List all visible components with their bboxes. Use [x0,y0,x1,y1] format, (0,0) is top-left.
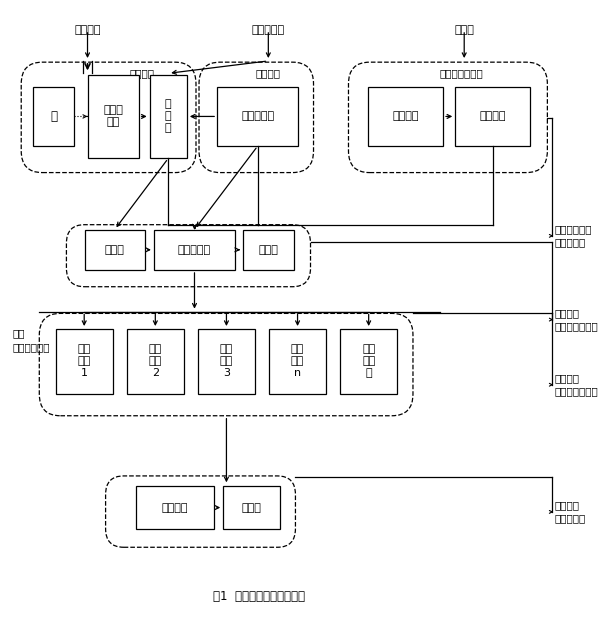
Text: 查验终端: 查验终端 [162,503,188,513]
Text: 海关
电子报关系统: 海关 电子报关系统 [12,329,50,352]
Text: 控制系统: 控制系统 [256,68,281,78]
FancyBboxPatch shape [84,230,145,270]
FancyBboxPatch shape [154,230,235,270]
FancyBboxPatch shape [223,487,280,529]
Text: 录制设备: 录制设备 [480,111,506,122]
Text: 阵列探
测器: 阵列探 测器 [103,106,123,127]
Text: 网络服务器: 网络服务器 [178,245,211,255]
Text: 采
集
机: 采 集 机 [165,99,172,134]
FancyBboxPatch shape [269,329,326,394]
Text: 检测
终端
3: 检测 终端 3 [220,344,233,379]
Text: 光盘库: 光盘库 [259,245,279,255]
FancyBboxPatch shape [149,75,187,158]
FancyBboxPatch shape [55,329,113,394]
FancyBboxPatch shape [340,329,397,394]
FancyBboxPatch shape [198,329,255,394]
Text: 检测
终端
n: 检测 终端 n [291,344,304,379]
FancyBboxPatch shape [368,87,443,146]
Text: 摄像机: 摄像机 [454,25,474,35]
Text: 传感器信息: 传感器信息 [252,25,285,35]
Text: 数据中心
（海关办公楼）: 数据中心 （海关办公楼） [555,308,598,331]
Text: 回放设备: 回放设备 [392,111,419,122]
FancyBboxPatch shape [87,75,139,158]
FancyBboxPatch shape [217,87,298,146]
Text: 车相号录制系统: 车相号录制系统 [439,68,483,78]
FancyBboxPatch shape [127,329,184,394]
Text: 图1  检测流程和设备布局图: 图1 检测流程和设备布局图 [213,591,305,603]
FancyBboxPatch shape [33,87,74,146]
FancyBboxPatch shape [455,87,531,146]
Text: 图像
打印
机: 图像 打印 机 [362,344,375,379]
Text: 图像采集中心
（国门处）: 图像采集中心 （国门处） [555,224,592,248]
Text: 查验中心
（换装场）: 查验中心 （换装场） [555,500,586,523]
Text: 图像采集: 图像采集 [129,68,154,78]
Text: 火车驶入: 火车驶入 [74,25,101,35]
Text: 打印机: 打印机 [242,503,262,513]
Text: 打印机: 打印机 [105,245,125,255]
Text: 控制监视台: 控制监视台 [241,111,274,122]
FancyBboxPatch shape [136,487,214,529]
Text: 检测
终端
1: 检测 终端 1 [77,344,91,379]
Text: 源: 源 [50,110,57,123]
Text: 检测
终端
2: 检测 终端 2 [149,344,162,379]
Text: 图检中心
（铁路报关楼）: 图检中心 （铁路报关楼） [555,373,598,396]
FancyBboxPatch shape [243,230,294,270]
